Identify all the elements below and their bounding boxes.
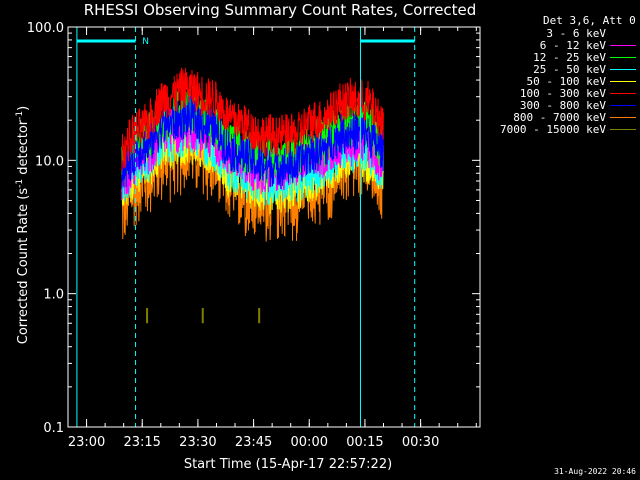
- legend-label: 3 - 6 keV: [546, 27, 606, 40]
- x-tick-label-5: 00:15: [346, 435, 383, 450]
- legend-label: 6 - 12 keV: [539, 39, 606, 52]
- series-100-300keV: [121, 67, 384, 172]
- series-300-800keV: [121, 95, 384, 190]
- y-axis-label: Corrected Count Rate (s-1 detector-1): [15, 106, 31, 344]
- legend-label: 50 - 100 keV: [526, 75, 606, 88]
- legend-label: 300 - 800 keV: [519, 99, 606, 112]
- legend-label: 100 - 300 keV: [519, 87, 606, 100]
- legend-item: 800 - 7000 keV: [480, 111, 640, 124]
- series-3-6keV: [121, 56, 384, 80]
- x-tick-label-6: 00:30: [402, 435, 439, 450]
- detector-info: Det 3,6, Att 0: [543, 14, 636, 27]
- legend-label: 7000 - 15000 keV: [500, 123, 606, 136]
- legend-item: 100 - 300 keV: [480, 87, 640, 100]
- x-axis-label: Start Time (15-Apr-17 22:57:22): [184, 457, 392, 472]
- y-tick-label-3: 0.1: [43, 421, 64, 436]
- legend-item: 3 - 6 keV: [480, 27, 640, 40]
- night-label: N: [142, 37, 149, 47]
- legend-item: 300 - 800 keV: [480, 99, 640, 112]
- legend-swatch: [610, 57, 636, 58]
- y-tick-label-1: 10.0: [35, 154, 64, 169]
- legend-item: 12 - 25 keV: [480, 51, 640, 64]
- legend-swatch: [610, 129, 636, 130]
- x-tick-label-1: 23:15: [123, 435, 160, 450]
- legend-swatch: [610, 93, 636, 94]
- legend-swatch: [610, 117, 636, 118]
- legend-swatch: [610, 81, 636, 82]
- legend-label: 12 - 25 keV: [533, 51, 606, 64]
- x-tick-label-0: 23:00: [68, 435, 105, 450]
- legend-swatch: [610, 45, 636, 46]
- date-stamp: 31-Aug-2022 20:46: [554, 467, 636, 476]
- legend-swatch: [610, 69, 636, 70]
- legend-swatch: [610, 33, 636, 34]
- legend-item: 7000 - 15000 keV: [480, 123, 640, 136]
- chart-title: RHESSI Observing Summary Count Rates, Co…: [83, 1, 477, 19]
- legend-label: 800 - 7000 keV: [513, 111, 606, 124]
- x-tick-label-3: 23:45: [235, 435, 272, 450]
- legend-item: 25 - 50 keV: [480, 63, 640, 76]
- y-tick-label-0: 100.0: [27, 21, 64, 36]
- legend-item: 6 - 12 keV: [480, 39, 640, 52]
- x-tick-label-4: 00:00: [291, 435, 328, 450]
- legend-label: 25 - 50 keV: [533, 63, 606, 76]
- legend: 3 - 6 keV 6 - 12 keV 12 - 25 keV 25 - 50 ke…: [480, 27, 640, 136]
- plot-frame: [67, 26, 481, 428]
- legend-swatch: [610, 105, 636, 106]
- x-tick-label-2: 23:30: [179, 435, 216, 450]
- y-tick-label-2: 1.0: [43, 288, 64, 303]
- legend-item: 50 - 100 keV: [480, 75, 640, 88]
